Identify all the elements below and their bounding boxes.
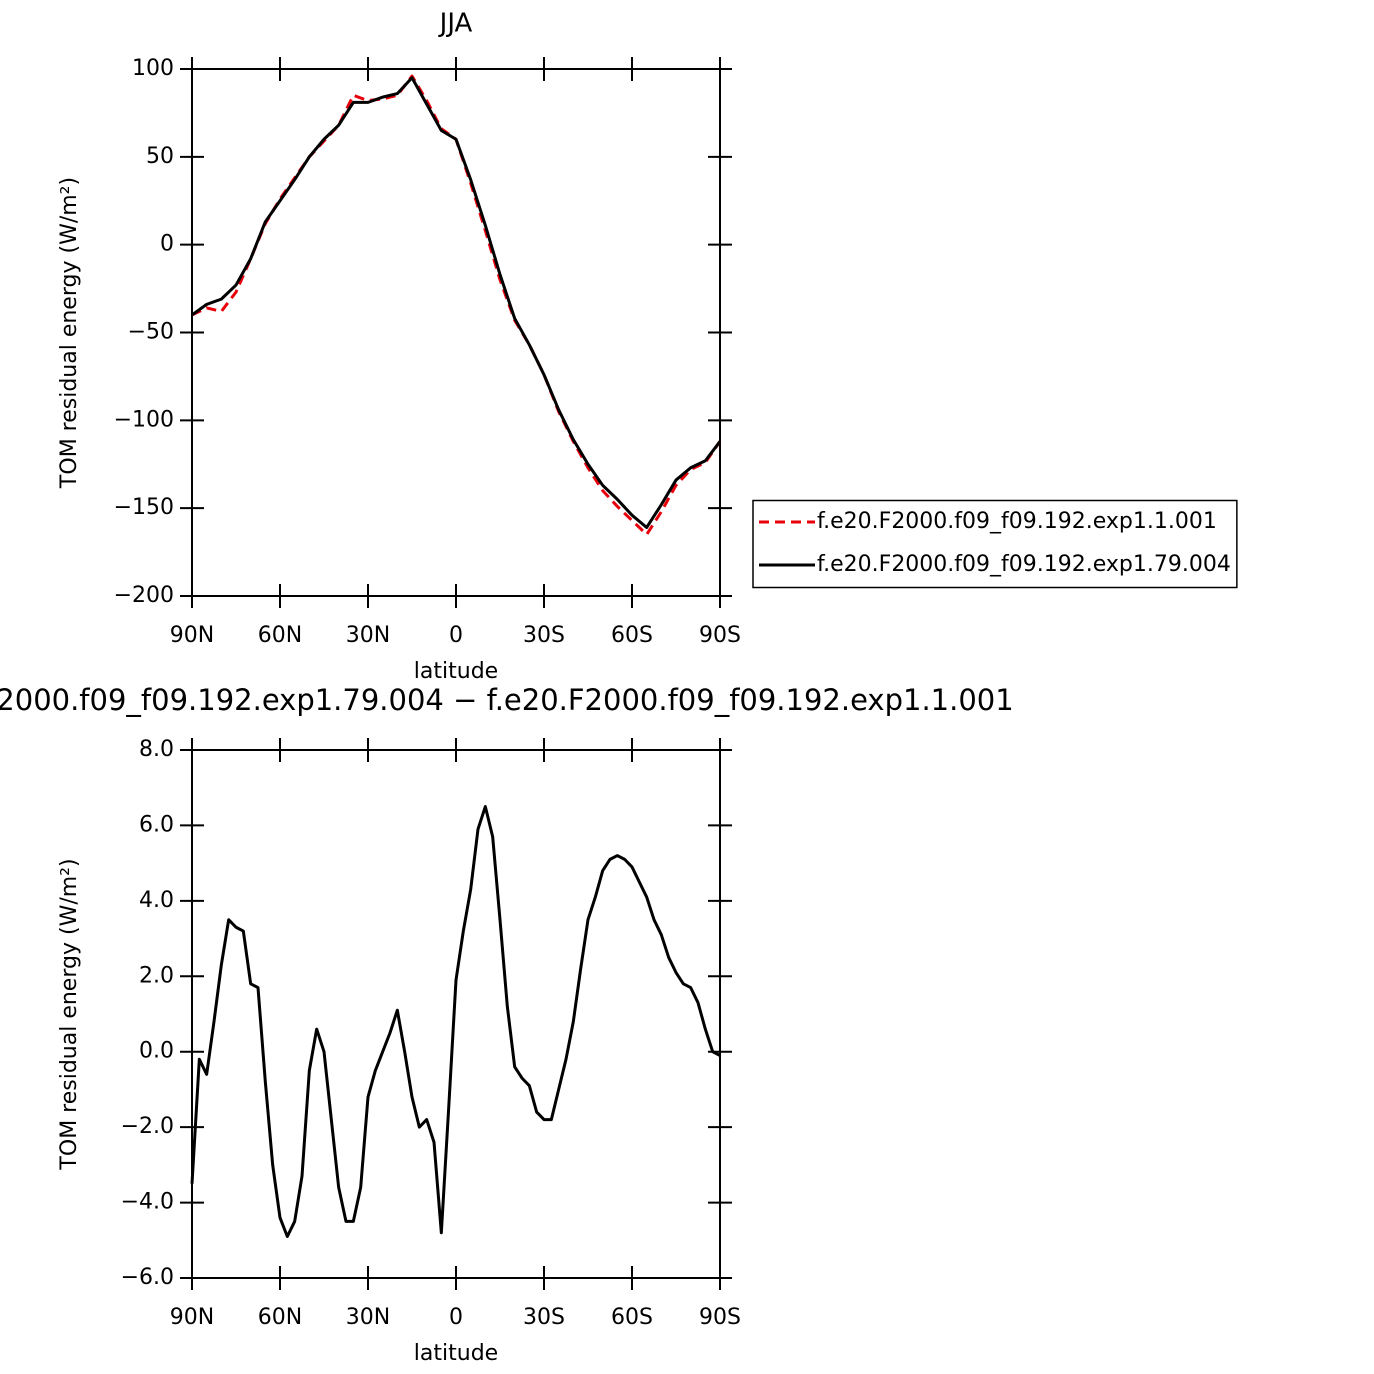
chart-title: f.e20.F2000.f09_f09.192.exp1.79.004 − f.… [0, 683, 1014, 717]
legend-label: f.e20.F2000.f09_f09.192.exp1.1.001 [817, 509, 1217, 534]
y-tick-label: −2.0 [121, 1114, 174, 1139]
data-line [190, 805, 721, 1239]
x-tick-label: 30S [523, 1305, 565, 1330]
y-tick-label: 50 [146, 144, 174, 169]
x-axis-label: latitude [414, 659, 498, 684]
x-tick-label: 90S [699, 623, 741, 648]
y-tick-label: 100 [132, 56, 174, 81]
y-tick-label: 8.0 [139, 737, 174, 762]
data-line [191, 76, 722, 529]
y-tick-label: −200 [114, 583, 174, 608]
legend-label: f.e20.F2000.f09_f09.192.exp1.79.004 [817, 552, 1231, 577]
y-tick-label: −150 [114, 495, 174, 520]
y-tick-label: 0.0 [139, 1039, 174, 1064]
x-tick-label: 60S [611, 1305, 653, 1330]
y-tick-label: −6.0 [121, 1265, 174, 1290]
y-tick-label: 0 [160, 232, 174, 257]
plot-frame [191, 749, 721, 1279]
y-tick-label: −50 [128, 320, 174, 345]
x-tick-label: 60N [258, 1305, 302, 1330]
x-axis-label: latitude [414, 1341, 498, 1366]
x-tick-label: 60N [258, 623, 302, 648]
y-tick-label: 6.0 [139, 812, 174, 837]
x-tick-label: 0 [449, 623, 463, 648]
data-line [191, 74, 722, 537]
y-tick-label: −100 [114, 407, 174, 432]
x-tick-label: 90N [170, 1305, 214, 1330]
plot-frame [191, 68, 721, 597]
x-tick-label: 30N [346, 1305, 390, 1330]
y-axis-label: TOM residual energy (W/m²) [57, 858, 82, 1170]
x-tick-label: 60S [611, 623, 653, 648]
legend: f.e20.F2000.f09_f09.192.exp1.1.001 f.e20.… [752, 499, 1238, 589]
y-tick-label: 4.0 [139, 888, 174, 913]
y-tick-label: 2.0 [139, 963, 174, 988]
x-tick-label: 90S [699, 1305, 741, 1330]
legend-frame [752, 499, 1238, 589]
y-axis-label: TOM residual energy (W/m²) [57, 177, 82, 489]
chart-title: JJA [438, 9, 473, 39]
x-tick-label: 0 [449, 1305, 463, 1330]
x-tick-label: 90N [170, 623, 214, 648]
y-tick-label: −4.0 [121, 1190, 174, 1215]
x-tick-label: 30S [523, 623, 565, 648]
x-tick-label: 30N [346, 623, 390, 648]
